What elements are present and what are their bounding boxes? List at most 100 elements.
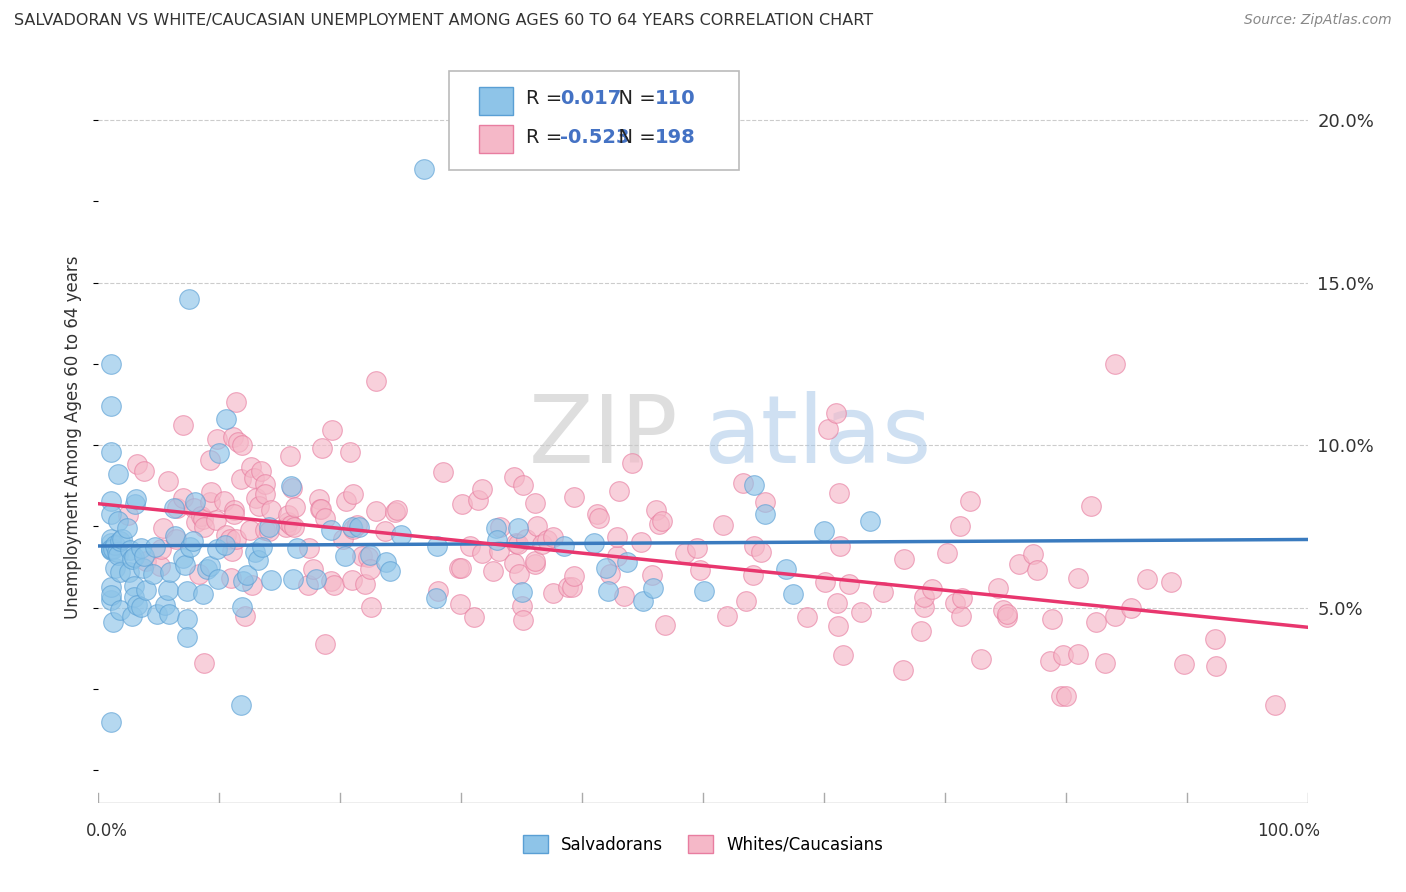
Point (621, 456, 644, 470)
Point (176, 583, 198, 598)
Point (253, 523, 276, 537)
Point (231, 600, 253, 615)
Point (308, 492, 330, 507)
Point (735, 594, 758, 608)
Point (166, 501, 188, 516)
Point (280, 518, 302, 533)
Point (471, 546, 494, 560)
Point (184, 515, 207, 529)
Point (1052, 648, 1074, 663)
Point (1204, 632, 1226, 647)
Point (1026, 563, 1049, 577)
Point (174, 558, 197, 573)
Point (997, 607, 1019, 621)
Point (910, 624, 932, 638)
Point (828, 485, 851, 500)
Point (813, 524, 835, 538)
Point (506, 537, 529, 551)
Point (485, 521, 508, 535)
Point (323, 578, 346, 592)
Point (243, 545, 266, 559)
Point (450, 561, 472, 575)
Point (350, 549, 373, 564)
Point (297, 577, 319, 591)
Point (524, 553, 547, 567)
Point (1160, 575, 1182, 590)
Point (609, 484, 631, 499)
Point (342, 487, 364, 501)
Point (321, 574, 343, 589)
Point (134, 553, 156, 567)
Point (817, 422, 839, 436)
Point (122, 579, 145, 593)
Point (872, 584, 894, 599)
Point (321, 423, 343, 437)
Point (849, 605, 872, 619)
Point (651, 515, 673, 529)
Point (156, 474, 179, 488)
Point (426, 539, 449, 553)
Point (198, 559, 221, 574)
Point (508, 567, 530, 582)
Point (782, 587, 804, 601)
Point (121, 609, 143, 624)
Point (969, 652, 991, 666)
Point (250, 464, 273, 478)
Point (631, 594, 654, 608)
Point (832, 648, 855, 662)
Text: 110: 110 (655, 89, 695, 108)
Point (207, 572, 229, 586)
Point (177, 292, 200, 306)
Point (742, 478, 765, 492)
Point (467, 493, 489, 508)
Point (184, 495, 207, 509)
Point (208, 446, 231, 460)
Text: SALVADORAN VS WHITE/CAUCASIAN UNEMPLOYMENT AMONG AGES 60 TO 64 YEARS CORRELATION: SALVADORAN VS WHITE/CAUCASIAN UNEMPLOYME… (14, 13, 873, 29)
Point (693, 584, 716, 599)
Point (107, 467, 129, 481)
Point (1050, 690, 1073, 704)
Point (311, 441, 333, 455)
Point (524, 557, 547, 571)
Point (987, 581, 1010, 595)
Point (108, 533, 131, 548)
Point (1040, 612, 1063, 626)
Point (1080, 499, 1102, 513)
Point (120, 543, 142, 558)
Point (124, 497, 146, 511)
Point (654, 618, 676, 632)
Point (512, 613, 534, 627)
Point (176, 630, 198, 644)
Point (541, 530, 564, 544)
Point (200, 485, 222, 500)
Text: N =: N = (606, 128, 662, 146)
Point (309, 502, 332, 516)
Point (274, 520, 297, 534)
Point (599, 567, 621, 582)
Point (1205, 658, 1227, 673)
Point (912, 590, 935, 604)
Point (1039, 654, 1062, 668)
Point (285, 541, 308, 556)
Point (510, 599, 533, 614)
Point (260, 573, 283, 587)
Point (359, 562, 381, 576)
Point (340, 574, 363, 588)
Point (335, 494, 357, 508)
Point (236, 568, 259, 582)
Point (689, 563, 711, 577)
Point (562, 569, 585, 583)
Point (187, 567, 209, 582)
Point (378, 564, 401, 578)
Point (502, 556, 524, 570)
Point (159, 607, 181, 621)
Point (959, 494, 981, 508)
Point (560, 580, 582, 594)
Point (1084, 615, 1107, 630)
Point (825, 406, 848, 420)
Point (943, 596, 966, 610)
Point (104, 560, 127, 574)
Point (950, 609, 973, 624)
Point (205, 432, 228, 446)
Point (226, 434, 249, 449)
